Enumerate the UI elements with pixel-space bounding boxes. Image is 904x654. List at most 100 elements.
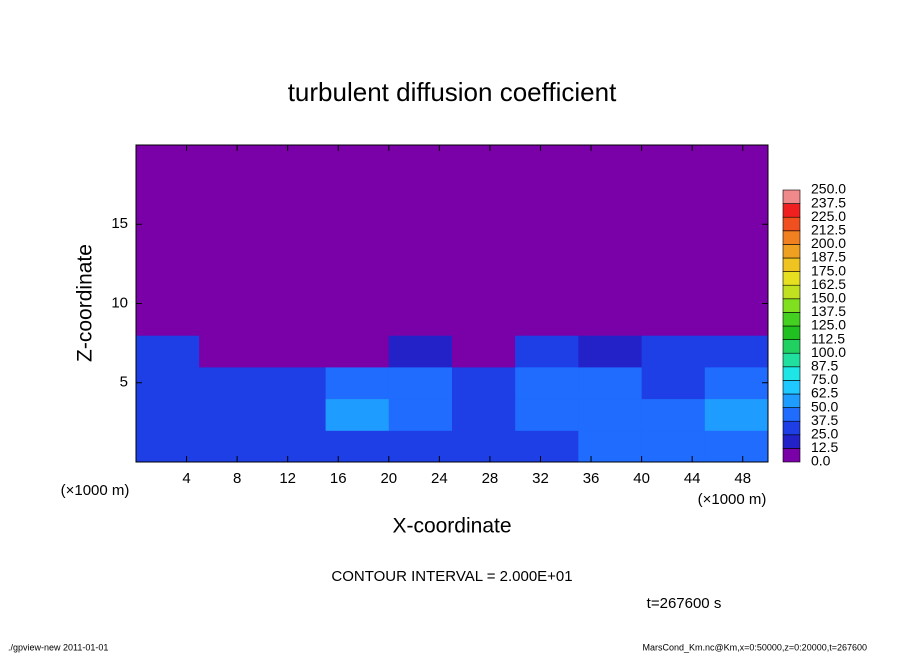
colorbar-box [782, 420, 801, 436]
field-cell [325, 145, 390, 304]
colorbar-box [782, 434, 801, 449]
x-tick-label: 16 [330, 470, 347, 487]
colorbar-label: 250.0 [811, 181, 846, 197]
field-cell [136, 335, 200, 368]
colorbar-box [782, 380, 801, 395]
field-cell [704, 303, 769, 336]
field-cell [704, 430, 769, 463]
x-tick-label: 44 [684, 470, 701, 487]
field-cell [515, 398, 579, 431]
time-label: t=267600 s [647, 595, 722, 612]
y-tick-label: 5 [120, 374, 128, 391]
field-cell [452, 335, 516, 368]
colorbar-box [782, 393, 801, 408]
field-cell [641, 335, 706, 368]
field-cell [136, 303, 200, 336]
field-cell [199, 366, 263, 400]
field-cell [199, 398, 263, 431]
colorbar-box [782, 448, 801, 463]
field-cell [641, 398, 706, 431]
field-cell [515, 335, 579, 368]
colorbar-box [782, 216, 801, 232]
field-cell [136, 145, 200, 304]
field-cell [199, 335, 263, 368]
x-tick-label: 4 [182, 470, 190, 487]
field-cell [262, 303, 327, 336]
x-tick-label: 36 [583, 470, 600, 487]
x-tick-label: 20 [380, 470, 397, 487]
field-cell [515, 303, 579, 336]
colorbar-label: 162.5 [811, 276, 846, 292]
field-cell [452, 430, 516, 463]
field-cell [515, 145, 579, 304]
colorbar-label: 137.5 [811, 303, 846, 319]
colorbar-label: 175.0 [811, 262, 846, 278]
colorbar-box [782, 312, 801, 327]
colorbar-box [782, 257, 801, 272]
colorbar-box [782, 407, 801, 422]
colorbar-label: 237.5 [811, 194, 846, 210]
field-cell [388, 335, 453, 368]
colorbar-box [782, 325, 801, 340]
colorbar-label: 225.0 [811, 208, 846, 224]
field-cell [136, 366, 200, 400]
x-tick-label: 12 [279, 470, 296, 487]
field-cell [136, 398, 200, 431]
field-cell [452, 366, 516, 400]
y-unit: (×1000 m) [61, 482, 130, 499]
colorbar-label: 125.0 [811, 317, 846, 333]
field-cell [325, 303, 390, 336]
footer-left: ./gpview-new 2011-01-01 [8, 642, 108, 652]
field-cell [262, 335, 327, 368]
y-tick-label: 10 [111, 294, 128, 311]
colorbar-box [782, 271, 801, 286]
colorbar-box [782, 298, 801, 313]
colorbar-label: 25.0 [811, 426, 838, 442]
colorbar-label: 37.5 [811, 412, 838, 428]
field-cell [325, 335, 390, 368]
field-cell [262, 366, 327, 400]
field-cell [515, 430, 579, 463]
colorbar-box [782, 284, 801, 300]
field-cell [262, 430, 327, 463]
field-cell [641, 430, 706, 463]
field-cell [388, 430, 453, 463]
field-cell [578, 366, 643, 400]
field-cell [704, 366, 769, 400]
colorbar-label: 200.0 [811, 235, 846, 251]
colorbar-label: 50.0 [811, 398, 838, 414]
colorbar-label: 62.5 [811, 385, 838, 401]
field-cell [704, 335, 769, 368]
colorbar-label: 75.0 [811, 371, 838, 387]
field-cell [452, 398, 516, 431]
y-axis-label: Z-coordinate [74, 244, 97, 362]
footer-right: MarsCond_Km.nc@Km,x=0:50000,z=0:20000,t=… [642, 642, 867, 652]
field-cell [452, 303, 516, 336]
field-cell [641, 366, 706, 400]
field-cell [199, 145, 263, 304]
x-tick-label: 40 [633, 470, 650, 487]
field-cell [199, 303, 263, 336]
colorbar-label: 212.5 [811, 222, 846, 238]
y-tick-label: 15 [111, 215, 128, 232]
field-cell [199, 430, 263, 463]
chart-title: turbulent diffusion coefficient [288, 77, 617, 107]
colorbar-label: 150.0 [811, 290, 846, 306]
field-cell [578, 145, 643, 304]
colorbar-box [782, 230, 801, 245]
field-cell [388, 398, 453, 431]
field-cell [578, 335, 643, 368]
x-axis-label: X-coordinate [392, 515, 511, 538]
colorbar-label: 12.5 [811, 439, 838, 455]
field-cell [641, 145, 706, 304]
colorbar-box [782, 189, 801, 204]
colorbar-box [782, 203, 801, 218]
colorbar-label: 87.5 [811, 358, 838, 374]
x-tick-label: 24 [431, 470, 448, 487]
colorbar-label: 100.0 [811, 344, 846, 360]
colorbar-box [782, 366, 801, 381]
colorbar-box [782, 244, 801, 259]
field-cell [641, 303, 706, 336]
field-cell [262, 398, 327, 431]
